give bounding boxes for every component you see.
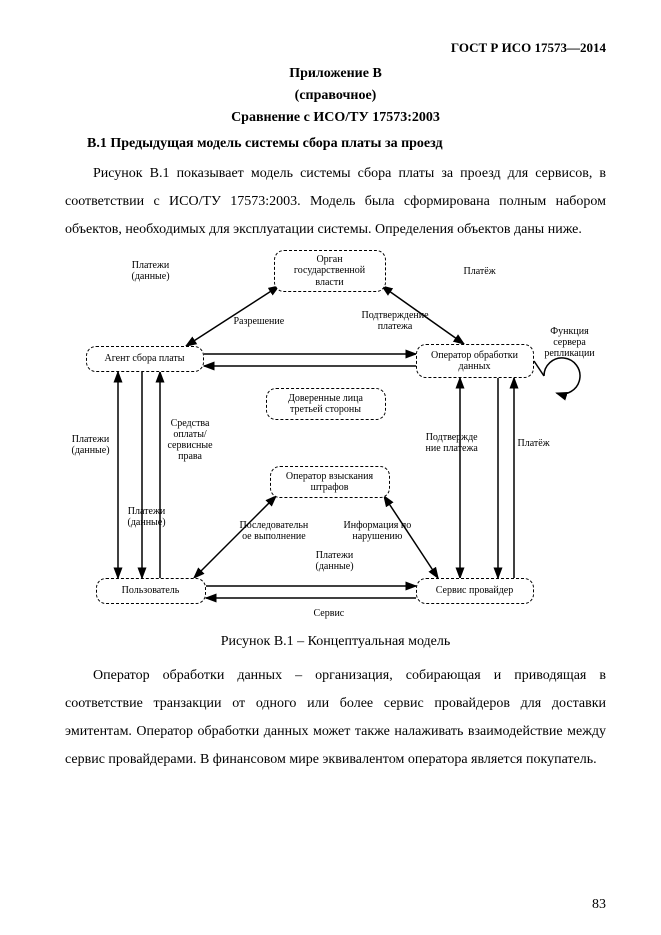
edge-label-l_pay6: Платежи(данные) [316,550,354,572]
edge-label-l_repl: Функция серверарепликации [534,326,606,359]
figure-b1-diagram: Органгосударственнойвласти Агент сбора пл… [66,248,606,628]
node-n_enf: Оператор взысканияштрафов [270,466,390,498]
figure-caption: Рисунок В.1 – Концептуальная модель [65,634,606,650]
paragraph-1: Рисунок В.1 показывает модель системы сб… [65,160,606,244]
node-n_sp: Сервис провайдер [416,578,534,604]
section-b1-heading: В.1 Предыдущая модель системы сбора плат… [87,136,606,152]
node-n_agent: Агент сбора платы [86,346,204,372]
node-n_auth: Органгосударственнойвласти [274,250,386,292]
page-number: 83 [592,897,606,913]
edge-label-l_pay2: Платёж [464,266,496,277]
edge-label-l_pay1: Платежи(данные) [132,260,170,282]
edge-label-l_pay5: Платежи(данные) [128,506,166,528]
node-n_user: Пользователь [96,578,206,604]
node-n_clear: Оператор обработкиданных [416,344,534,378]
edge-label-l_serv: Сервис [314,608,345,619]
edge-label-l_pay3: Платежи(данные) [72,434,110,456]
paragraph-2: Оператор обработки данных – организация,… [65,662,606,774]
edge-label-l_means: Средстваоплаты/сервисныеправа [168,418,213,462]
edge-label-l_conf2: Подтверждение платежа [426,432,478,454]
edge-label-l_conf1: Подтверждениеплатежа [362,310,429,332]
node-n_trust: Доверенные лицатретьей стороны [266,388,386,420]
doc-header: ГОСТ Р ИСО 17573—2014 [65,40,606,56]
edge-label-l_seq: Последовательное выполнение [240,520,309,542]
edge-label-l_perm: Разрешение [234,316,285,327]
edge-label-l_viol: Информация понарушению [344,520,412,542]
appendix-title: Приложение В [65,66,606,82]
appendix-note: (справочное) [65,88,606,104]
appendix-heading: Сравнение с ИСО/ТУ 17573:2003 [65,110,606,126]
edge-label-l_pay4: Платёж [518,438,550,449]
